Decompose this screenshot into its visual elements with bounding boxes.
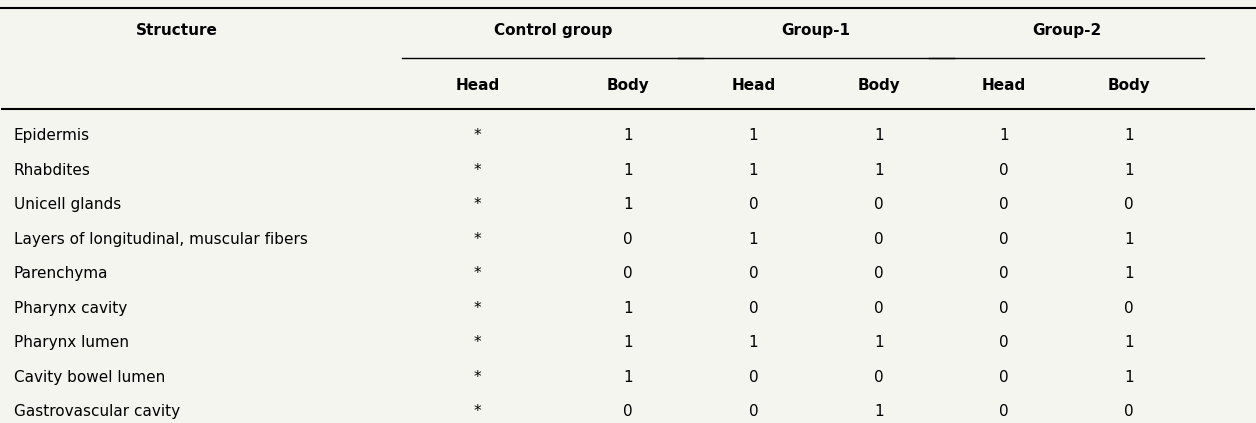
Text: 0: 0 [1000,266,1009,281]
Text: Head: Head [456,78,500,93]
Text: 1: 1 [1124,163,1134,178]
Text: 0: 0 [1124,301,1134,316]
Text: 0: 0 [1000,335,1009,350]
Text: Body: Body [1108,78,1150,93]
Text: 0: 0 [749,197,759,212]
Text: 0: 0 [623,232,633,247]
Text: 0: 0 [1124,197,1134,212]
Text: Gastrovascular cavity: Gastrovascular cavity [14,404,180,419]
Text: 0: 0 [1000,163,1009,178]
Text: 1: 1 [1124,266,1134,281]
Text: 1: 1 [874,128,883,143]
Text: Layers of longitudinal, muscular fibers: Layers of longitudinal, muscular fibers [14,232,308,247]
Text: 1: 1 [623,163,633,178]
Text: Group-1: Group-1 [781,23,850,38]
Text: Head: Head [731,78,775,93]
Text: 0: 0 [1000,404,1009,419]
Text: 0: 0 [874,370,883,385]
Text: Parenchyma: Parenchyma [14,266,108,281]
Text: 1: 1 [623,128,633,143]
Text: *: * [474,370,481,385]
Text: 1: 1 [749,335,759,350]
Text: 0: 0 [1124,404,1134,419]
Text: 0: 0 [1000,197,1009,212]
Text: Unicell glands: Unicell glands [14,197,121,212]
Text: Control group: Control group [494,23,612,38]
Text: *: * [474,197,481,212]
Text: Pharynx cavity: Pharynx cavity [14,301,127,316]
Text: 0: 0 [874,266,883,281]
Text: 1: 1 [623,301,633,316]
Text: 0: 0 [1000,301,1009,316]
Text: 0: 0 [749,404,759,419]
Text: *: * [474,128,481,143]
Text: Body: Body [858,78,901,93]
Text: 1: 1 [749,232,759,247]
Text: *: * [474,301,481,316]
Text: Structure: Structure [136,23,217,38]
Text: Cavity bowel lumen: Cavity bowel lumen [14,370,166,385]
Text: Group-2: Group-2 [1032,23,1102,38]
Text: 0: 0 [1000,370,1009,385]
Text: *: * [474,266,481,281]
Text: 0: 0 [1000,232,1009,247]
Text: 0: 0 [874,197,883,212]
Text: *: * [474,232,481,247]
Text: 1: 1 [623,335,633,350]
Text: 1: 1 [874,163,883,178]
Text: 1: 1 [1124,232,1134,247]
Text: Rhabdites: Rhabdites [14,163,90,178]
Text: 0: 0 [874,301,883,316]
Text: 1: 1 [1124,335,1134,350]
Text: *: * [474,335,481,350]
Text: 1: 1 [874,404,883,419]
Text: 1: 1 [623,370,633,385]
Text: 1: 1 [1124,370,1134,385]
Text: 1: 1 [874,335,883,350]
Text: 0: 0 [623,404,633,419]
Text: Pharynx lumen: Pharynx lumen [14,335,129,350]
Text: 0: 0 [749,370,759,385]
Text: *: * [474,163,481,178]
Text: 0: 0 [623,266,633,281]
Text: Body: Body [607,78,649,93]
Text: 0: 0 [874,232,883,247]
Text: 0: 0 [749,266,759,281]
Text: 1: 1 [1124,128,1134,143]
Text: 1: 1 [1000,128,1009,143]
Text: 1: 1 [749,128,759,143]
Text: 0: 0 [749,301,759,316]
Text: Epidermis: Epidermis [14,128,90,143]
Text: Head: Head [982,78,1026,93]
Text: 1: 1 [623,197,633,212]
Text: *: * [474,404,481,419]
Text: 1: 1 [749,163,759,178]
